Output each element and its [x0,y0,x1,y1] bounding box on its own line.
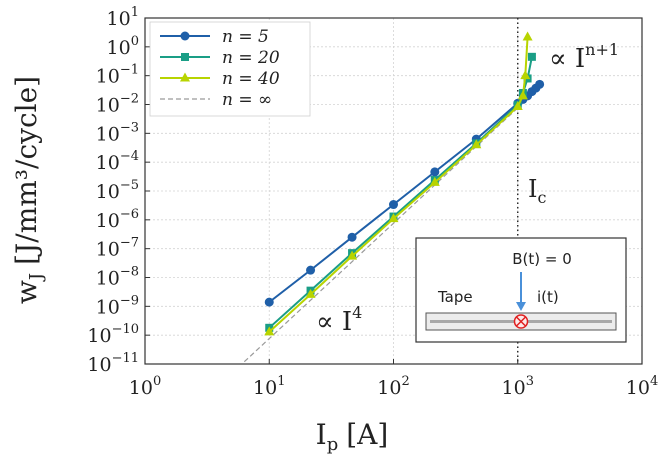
y-tick-label: 10−11 [87,351,139,376]
legend-box [149,21,311,117]
y-tick-label: 101 [107,5,139,30]
data-point-n40 [520,70,531,80]
y-tick-label: 10−5 [96,178,139,203]
x-tick-label: 100 [129,374,161,399]
data-point-n40 [264,326,275,336]
ic-label: Ic [528,175,546,207]
legend-label-n5: n = 5 [222,27,269,47]
y-tick-label: 10−8 [96,265,139,290]
tick-marks [144,17,643,365]
power-law-low-label: ∝ I4 [316,303,362,337]
inset-current-label: i(t) [537,288,559,306]
y-tick-label: 10−1 [96,63,139,88]
y-tick-label: 10−4 [96,149,139,174]
series-line-n40 [268,36,529,333]
y-tick-label: 10−7 [96,236,139,261]
data-point-n40 [347,250,358,260]
current-into-page-icon [513,314,529,329]
y-tick-label: 10−9 [96,293,139,318]
series-n5 [264,79,545,307]
legend-label-n20: n = 20 [222,48,280,68]
y-tick-label: 10−2 [96,92,139,117]
data-point-n40 [388,213,399,223]
y-axis-title: wJ[J/mm³/cycle] [10,76,47,304]
series-line-n20 [268,56,533,329]
legend: n = 5n = 20n = 40n = ∞ [149,21,311,117]
x-tick-label: 101 [253,374,285,399]
x-tick-label: 104 [626,374,658,399]
y-tick-label: 10−10 [87,322,139,347]
data-point-n40 [517,90,528,100]
series-n40 [264,31,533,336]
legend-label-ninf: n = ∞ [222,90,272,110]
data-point-n5 [347,232,357,242]
inset-arrow-head [516,302,526,311]
data-point-n5 [264,297,274,307]
data-point-n40 [471,139,482,149]
data-point-n5 [306,265,316,275]
data-point-n40 [305,288,316,298]
power-law-high-label: ∝ In+1 [549,40,619,74]
y-tick-label: 10−3 [96,120,139,145]
legend-marker-n40 [180,72,190,82]
x-axis-title: Ip [A] [316,418,389,454]
tape-schematic-inset: B(t) = 0 Tape i(t) [415,237,627,343]
data-point-n5 [535,79,545,89]
y-tick-labels: 101 100 10−1 10−2 10−3 10−4 10−5 10−6 10−7 10−8 10… [87,5,139,376]
y-tick-label: 10−6 [96,207,139,232]
legend-marker-n20 [181,53,189,61]
inset-tape-label: Tape [437,288,473,306]
x-tick-labels: 100 101 102 103 104 [129,374,658,399]
data-point-n40 [429,176,440,186]
x-tick-label: 103 [502,374,534,399]
legend-marker-n5 [180,31,190,41]
data-point-n40 [522,31,533,41]
series-layer [243,31,545,363]
series-ninf [243,107,519,363]
inset-field-label: B(t) = 0 [512,250,572,268]
data-point-n20 [527,52,536,61]
data-point-n5 [430,167,440,177]
data-point-n40 [512,101,523,111]
legend-label-n40: n = 40 [222,69,280,89]
series-line-ninf [243,107,519,363]
y-tick-label: 100 [107,34,139,59]
x-tick-label: 102 [377,374,409,399]
data-point-n5 [389,200,398,210]
